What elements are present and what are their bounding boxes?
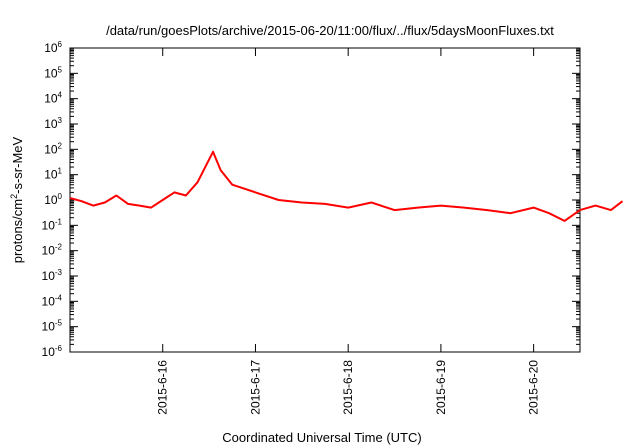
x-axis-tick-labels: 2015-6-16 2015-6-17 2015-6-18 2015-6-19 2015… [156, 360, 541, 415]
y-tick-label-base: 10 [44, 142, 58, 156]
y-tick-label-base: 10 [42, 244, 56, 258]
y-tick-label-exponent: 2 [58, 141, 63, 150]
x-tick-label: 2015-6-17 [248, 360, 262, 415]
y-tick-label-exponent: -1 [55, 217, 63, 226]
y-tick-label: 102 [44, 141, 62, 156]
y-tick-label: 101 [44, 167, 62, 182]
y-tick-label-base: 10 [44, 168, 58, 182]
y-tick-label-exponent: 0 [58, 192, 63, 201]
y-tick-label-base: 10 [44, 92, 58, 106]
y-tick-label-exponent: 6 [58, 40, 63, 49]
y-tick-label-base: 10 [42, 345, 56, 359]
y-tick-label-base: 10 [42, 269, 56, 283]
y-tick-label: 105 [44, 65, 62, 80]
y-tick-label: 103 [44, 116, 62, 131]
y-tick-label-base: 10 [44, 41, 58, 55]
y-tick-label-base: 10 [44, 117, 58, 131]
y-axis-title-prefix: protons/cm [10, 199, 25, 263]
y-tick-label-exponent: -2 [55, 243, 63, 252]
x-tick-label: 2015-6-20 [527, 360, 541, 415]
y-tick-label-base: 10 [42, 218, 56, 232]
y-tick-label-base: 10 [44, 193, 58, 207]
y-tick-label-base: 10 [42, 320, 56, 334]
y-tick-label: 10-3 [42, 268, 63, 283]
y-tick-label: 104 [44, 91, 62, 106]
y-axis-title: protons/cm2-s-sr-MeV [9, 136, 25, 263]
y-tick-label-exponent: -4 [55, 293, 63, 302]
y-tick-label: 100 [44, 192, 62, 207]
y-tick-label-exponent: 3 [58, 116, 63, 125]
y-tick-label: 10-5 [42, 319, 63, 334]
plot-area [69, 47, 581, 353]
chart-title: /data/run/goesPlots/archive/2015-06-20/1… [106, 23, 554, 38]
y-tick-label-exponent: -3 [55, 268, 63, 277]
series-line [69, 150, 624, 222]
y-tick-label: 10-2 [42, 243, 63, 258]
y-tick-label-exponent: -5 [55, 319, 63, 328]
x-axis-ticks [162, 48, 535, 352]
y-tick-label: 10-1 [42, 217, 63, 232]
x-tick-label: 2015-6-19 [434, 360, 448, 415]
y-tick-label: 106 [44, 40, 62, 55]
y-tick-label-exponent: 4 [58, 91, 63, 100]
y-axis-title-suffix: -s-sr-MeV [10, 136, 25, 193]
y-axis-title-superscript: 2 [9, 194, 19, 199]
y-tick-label: 10-6 [42, 344, 63, 359]
x-axis-title: Coordinated Universal Time (UTC) [222, 430, 421, 445]
y-tick-label: 10-4 [42, 293, 63, 308]
x-tick-label: 2015-6-18 [341, 360, 355, 415]
y-tick-label-exponent: 5 [58, 65, 63, 74]
x-tick-label: 2015-6-16 [156, 360, 170, 415]
y-tick-label-exponent: -6 [55, 344, 63, 353]
series-layer [69, 150, 624, 222]
y-tick-label-base: 10 [42, 294, 56, 308]
y-axis-tick-labels: 10-610-510-410-310-210-11001011021031041… [42, 40, 63, 359]
y-tick-label-base: 10 [44, 66, 58, 80]
y-axis-ticks [70, 47, 580, 353]
y-tick-label-exponent: 1 [58, 167, 63, 176]
